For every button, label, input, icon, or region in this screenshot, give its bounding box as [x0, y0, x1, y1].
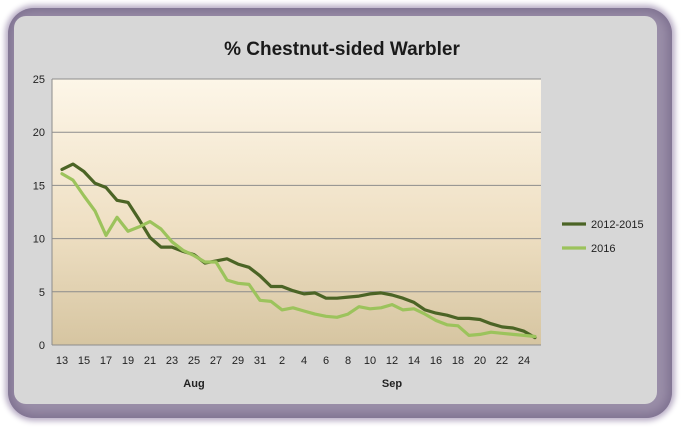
y-axis: 0 5 10 15 20 25 [33, 74, 45, 352]
series-line-2 [60, 172, 537, 339]
x-tick-label: 25 [188, 355, 200, 367]
y-tick-label: 25 [33, 74, 45, 86]
x-tick-label: 4 [301, 355, 307, 367]
x-tick-label: 8 [345, 355, 351, 367]
x-tick-label: 16 [430, 355, 442, 367]
y-tick-label: 20 [33, 127, 45, 139]
legend-label: 2012-2015 [591, 219, 644, 231]
x-tick-label: 2 [279, 355, 285, 367]
x-tick-label: 29 [232, 355, 244, 367]
y-tick-label: 15 [33, 180, 45, 192]
x-tick-label: 10 [364, 355, 376, 367]
x-tick-label: 6 [323, 355, 329, 367]
legend-label: 2016 [591, 243, 615, 255]
month-label: Sep [382, 378, 402, 390]
x-tick-label: 31 [254, 355, 266, 367]
x-tick-label: 14 [408, 355, 420, 367]
series-line-1 [60, 162, 537, 340]
month-label: Aug [183, 378, 204, 390]
y-tick-label: 0 [39, 340, 45, 352]
x-tick-label: 20 [474, 355, 486, 367]
x-tick-label: 21 [144, 355, 156, 367]
x-tick-label: 13 [56, 355, 68, 367]
x-tick-label: 27 [210, 355, 222, 367]
x-tick-label: 19 [122, 355, 134, 367]
chart-title: % Chestnut-sided Warbler [224, 39, 460, 60]
plot-area [52, 79, 541, 345]
x-tick-label: 17 [100, 355, 112, 367]
series-lines [60, 162, 537, 340]
x-tick-label: 23 [166, 355, 178, 367]
legend: 2012-2015 2016 [562, 219, 644, 255]
x-tick-label: 15 [78, 355, 90, 367]
x-tick-label: 22 [496, 355, 508, 367]
x-tick-label: 18 [452, 355, 464, 367]
y-tick-label: 5 [39, 287, 45, 299]
gridlines [51, 78, 541, 346]
x-tick-label: 24 [518, 355, 530, 367]
y-tick-label: 10 [33, 234, 45, 246]
x-axis: 13 15 17 19 21 23 25 27 29 31 2 4 6 8 10 12 14 16 18 20 22 24… [56, 355, 530, 390]
x-tick-label: 12 [386, 355, 398, 367]
